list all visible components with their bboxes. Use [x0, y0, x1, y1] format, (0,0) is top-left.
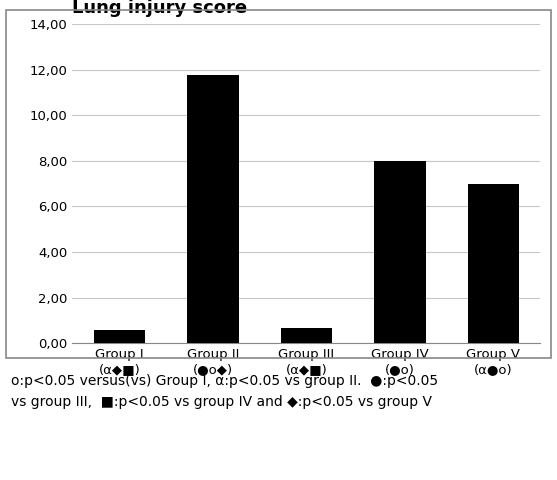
Bar — [468, 184, 519, 343]
Bar — [374, 161, 426, 343]
Bar — [94, 329, 145, 343]
Text: o:p<0.05 versus(vs) Group I, α:p<0.05 vs group II.  ●:p<0.05
vs group III,  ■:p<: o:p<0.05 versus(vs) Group I, α:p<0.05 vs… — [11, 374, 438, 409]
Text: Lung injury score: Lung injury score — [72, 0, 247, 17]
Bar — [281, 328, 332, 343]
Bar — [187, 75, 238, 343]
